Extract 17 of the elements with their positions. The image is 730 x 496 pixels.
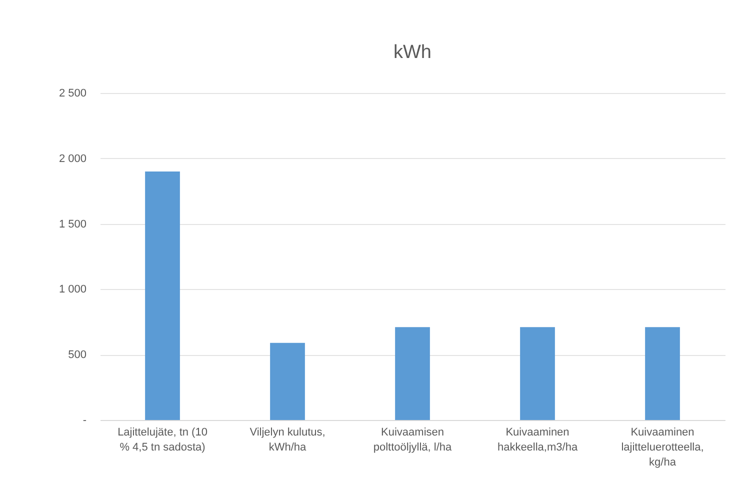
x-tick-label: Lajittelujäte, tn (10 % 4,5 tn sadosta) [118,426,208,454]
x-tick-label: Kuivaamisen polttoöljyllä, l/ha [373,426,453,454]
y-tick-label: 1 000 [58,284,86,296]
x-tick-label: Viljelyn kulutus, kWh/ha [250,426,326,454]
y-tick-label: 1 500 [58,218,86,230]
bar [520,327,555,420]
x-tick-label: Kuivaaminen hakkeella,m3/ha [497,426,578,454]
y-tick-label: 500 [68,349,86,362]
bar [645,327,680,420]
bar [395,327,430,420]
bar [145,171,180,420]
y-tick-label: - [82,414,87,426]
y-tick-label: 2 500 [58,88,86,100]
chart-title: kWh [394,42,432,63]
y-tick-label: 2 000 [58,152,86,165]
bar [270,342,305,420]
x-tick-label: Kuivaaminen lajitteluerotteella, kg/ha [621,426,704,468]
